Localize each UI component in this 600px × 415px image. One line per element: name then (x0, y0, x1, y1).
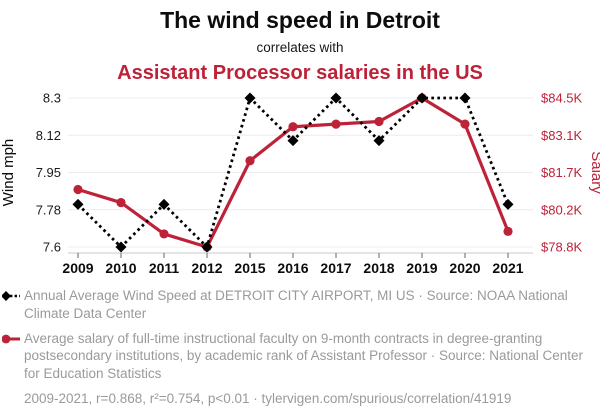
left-axis-tick-labels: 8.3 8.12 7.95 7.78 7.6 (36, 90, 61, 254)
wind-speed-marker (502, 198, 514, 210)
correlation-chart: 8.3 8.12 7.95 7.78 7.6 $84.5K $83.1K $81.7K $80.… (0, 90, 600, 276)
x-tick-label: 2019 (406, 260, 437, 276)
y-tick-label-right: $81.7K (541, 165, 583, 180)
x-tick-label: 2009 (62, 260, 93, 276)
x-tick-label: 2010 (105, 260, 136, 276)
wind-speed-marker (201, 241, 213, 253)
legend-label-wind: Annual Average Wind Speed at DETROIT CIT… (24, 287, 568, 321)
x-tick-label: 2016 (277, 260, 308, 276)
title-connector: correlates with (256, 40, 344, 56)
right-axis-title: Salary (588, 151, 600, 194)
x-tick-label: 2012 (191, 260, 222, 276)
y-tick-label-right: $83.1K (541, 128, 583, 143)
secondary-title: Assistant Processor salaries in the US (117, 61, 483, 84)
wind-speed-marker (115, 241, 127, 253)
legend-item-wind: Annual Average Wind Speed at DETROIT CIT… (2, 287, 592, 323)
wind-speed-marker (416, 92, 428, 104)
y-tick-label-left: 7.95 (36, 165, 61, 180)
wind-speed-marker (244, 92, 256, 104)
x-axis-ticks (77, 252, 509, 258)
legend-item-salary: Average salary of full-time instructiona… (2, 330, 592, 383)
salary-series-marker-icon (2, 334, 20, 343)
x-tick-label: 2021 (492, 260, 523, 276)
salary-marker (374, 116, 384, 127)
x-tick-label: 2011 (149, 260, 180, 276)
x-tick-label: 2017 (320, 260, 351, 276)
stats-and-source-url: 2009-2021, r=0.868, r²=0.754, p<0.01 · t… (24, 391, 512, 407)
salary-marker (159, 229, 169, 239)
salary-marker (288, 122, 298, 132)
right-axis-tick-labels: $84.5K $83.1K $81.7K $80.2K $78.8K (541, 90, 583, 254)
x-tick-label: 2018 (363, 260, 394, 276)
legend-diamond-marker (2, 290, 11, 301)
wind-series-marker-icon (2, 290, 20, 301)
salary-marker (503, 226, 513, 236)
salary-marker (116, 197, 126, 208)
page-title: The wind speed in Detroit (160, 7, 440, 33)
x-tick-label: 2020 (449, 260, 480, 276)
wind-speed-marker (158, 198, 170, 210)
y-tick-label-right: $80.2K (541, 202, 583, 217)
salary-marker (73, 184, 83, 195)
x-axis-tick-labels: 2009 2010 2011 2012 2015 2016 2017 2018 2019 2020… (62, 260, 523, 276)
salary-marker (331, 119, 341, 129)
salary-marker (245, 156, 255, 166)
salary-marker (460, 119, 470, 129)
y-tick-label-left: 7.6 (43, 239, 61, 254)
y-tick-label-left: 7.78 (36, 202, 61, 217)
wind-speed-marker (459, 92, 471, 104)
y-tick-label-right: $78.8K (541, 239, 583, 254)
wind-speed-marker (330, 92, 342, 104)
left-axis-title: Wind mph (0, 139, 17, 207)
wind-speed-series (72, 92, 514, 253)
wind-speed-marker (373, 135, 385, 147)
chart-header: The wind speed in Detroit correlates wit… (0, 7, 600, 85)
x-tick-label: 2015 (234, 260, 265, 276)
wind-speed-marker (72, 198, 84, 210)
legend-circle-marker (2, 334, 11, 343)
wind-speed-marker (287, 135, 299, 147)
legend: Annual Average Wind Speed at DETROIT CIT… (0, 283, 600, 383)
y-tick-label-left: 8.3 (43, 90, 61, 105)
legend-label-salary: Average salary of full-time instructiona… (24, 330, 584, 382)
y-tick-label-right: $84.5K (541, 90, 583, 105)
y-tick-label-left: 8.12 (36, 128, 61, 143)
